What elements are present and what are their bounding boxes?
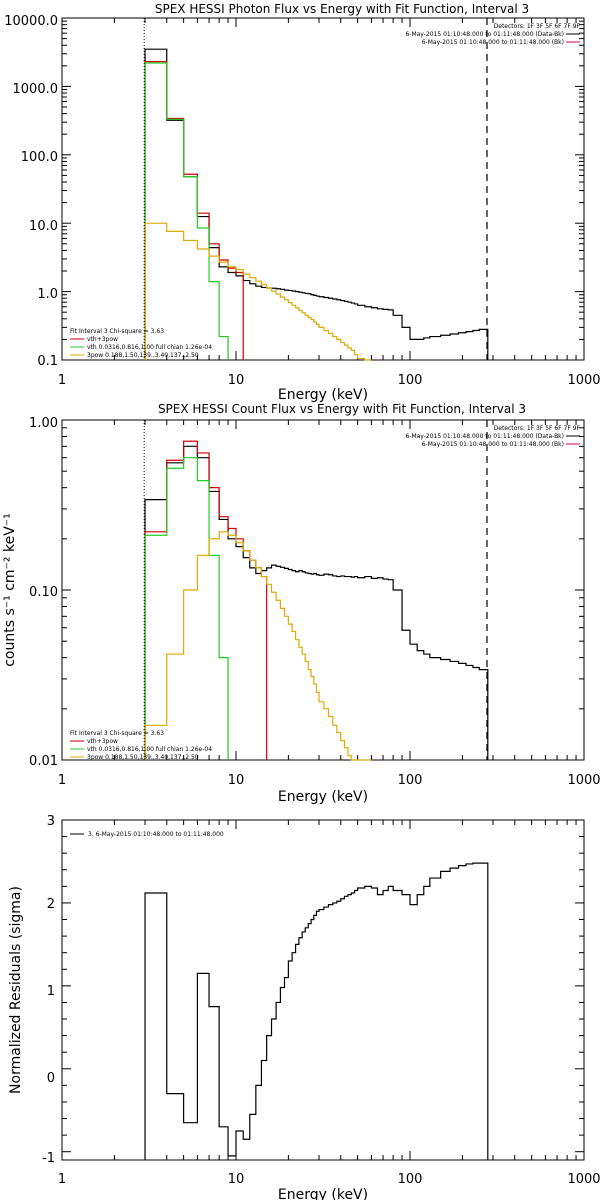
series-vth-line	[144, 457, 229, 760]
photon-fit-legend-entry: 3pow 0.188,1.50,139.,3.40,137.,2.50	[87, 352, 199, 359]
residuals-ytick-label: -1	[42, 1151, 55, 1166]
series-3pow-line	[144, 531, 372, 761]
residuals-ytick-label: 3	[47, 814, 55, 829]
photon-ytick-label: 0.1	[37, 354, 58, 369]
photon-series-group	[144, 48, 489, 361]
photon-plot-frame	[61, 17, 585, 361]
photon-legend-top-right: Detectors: 1F 3F 5F 6F 7F 9F 6-May-2015 …	[405, 23, 580, 46]
count-axis-ticks	[61, 419, 585, 761]
series-vth-line	[144, 62, 229, 360]
residuals-xtick-label: 10	[228, 1172, 245, 1187]
count-x-axis-label: Energy (keV)	[278, 789, 368, 805]
count-legend-entry: 6-May-2015 01:10:48.000 to 01:11:48.000 …	[405, 433, 564, 440]
count-legend-entry: 6-May-2015 01:10:48.000 to 01:11:48.000 …	[422, 441, 564, 448]
photon-legend-header: Detectors: 1F 3F 5F 6F 7F 9F	[494, 23, 581, 30]
count-fit-legend-entry: 3pow 0.188,1.50,139.,3.40,137.,2.50	[87, 754, 199, 761]
photon-xtick-label: 1000	[567, 373, 600, 388]
photon-x-axis-label: Energy (keV)	[278, 387, 368, 403]
count-xtick-label: 1000	[567, 773, 600, 788]
count-xtick-label: 100	[398, 773, 423, 788]
count-flux-panel: SPEX HESSI Count Flux vs Energy with Fit…	[2, 402, 600, 805]
count-fit-legend-entry: vth 0.0316,0.816,1.00 full chian 1.26e-0…	[87, 746, 212, 753]
count-xtick-label: 10	[228, 773, 245, 788]
photon-ytick-label: 10.0	[29, 219, 58, 234]
series-3pow-line	[144, 222, 372, 361]
residuals-panel: 3 2 1 0 -1 1 10 100 1000 Energy (keV) No…	[8, 814, 600, 1200]
count-ytick-label: 1.00	[29, 416, 58, 431]
count-fit-legend-entry: vth+3pow	[87, 738, 118, 745]
photon-fit-legend-header: Fit Interval 3 Chi-square = 3.63	[70, 328, 164, 335]
count-fit-legend-header: Fit Interval 3 Chi-square = 3.63	[70, 730, 164, 737]
residuals-ytick-label: 1	[47, 984, 55, 999]
photon-ytick-label: 100.0	[21, 150, 58, 165]
count-legend-header: Detectors: 1F 3F 5F 6F 7F 9F	[494, 425, 581, 432]
residuals-xtick-label: 1	[58, 1172, 66, 1187]
series-data-bk-line	[144, 445, 489, 760]
count-series-group	[144, 440, 489, 761]
count-y-axis-label: counts s⁻¹ cm⁻² keV⁻¹	[2, 513, 18, 667]
count-chart-title: SPEX HESSI Count Flux vs Energy with Fit…	[158, 402, 526, 416]
residuals-xtick-label: 100	[398, 1172, 423, 1187]
series-data-bk-line	[144, 48, 489, 360]
photon-legend-entry: 6-May-2015 01:10:48.000 to 01:11:48.000 …	[405, 31, 564, 38]
photon-fit-legend-entry: vth+3pow	[87, 336, 118, 343]
count-ytick-label: 0.10	[29, 585, 58, 600]
series-3--line	[144, 862, 489, 1160]
photon-legend-entry: 6-May-2015 01:10:48.000 to 01:11:48.000 …	[422, 39, 564, 46]
residuals-x-axis-label: Energy (keV)	[278, 1187, 368, 1200]
photon-ytick-label: 1000.0	[13, 82, 59, 97]
photon-xtick-label: 100	[398, 373, 423, 388]
residuals-plot-frame	[61, 819, 585, 1161]
photon-legend-bottom-left: Fit Interval 3 Chi-square = 3.63 vth+3po…	[70, 328, 212, 359]
count-xtick-label: 1	[58, 773, 66, 788]
photon-xtick-label: 1	[58, 373, 66, 388]
photon-xtick-label: 10	[228, 373, 245, 388]
residuals-series-group	[144, 862, 489, 1160]
photon-ytick-label: 10000.0	[4, 14, 58, 29]
residuals-y-axis-label: Normalized Residuals (sigma)	[8, 886, 24, 1094]
photon-chart-title: SPEX HESSI Photon Flux vs Energy with Fi…	[155, 2, 529, 16]
residuals-ytick-label: 2	[47, 897, 55, 912]
residuals-ytick-label: 0	[47, 1071, 55, 1086]
photon-flux-panel: SPEX HESSI Photon Flux vs Energy with Fi…	[4, 2, 600, 403]
residuals-legend: 3. 6-May-2015 01:10:48.000 to 01:11:48.0…	[70, 831, 224, 838]
count-legend-top-right: Detectors: 1F 3F 5F 6F 7F 9F 6-May-2015 …	[405, 425, 580, 448]
photon-fit-legend-entry: vth 0.0316,0.816,1.00 full chian 1.26e-0…	[87, 344, 212, 351]
residuals-xtick-label: 1000	[567, 1172, 600, 1187]
photon-ytick-label: 1.0	[37, 287, 58, 302]
count-legend-bottom-left: Fit Interval 3 Chi-square = 3.63 vth+3po…	[70, 730, 212, 761]
count-ytick-label: 0.01	[29, 754, 58, 769]
residuals-legend-entry: 3. 6-May-2015 01:10:48.000 to 01:11:48.0…	[88, 831, 224, 838]
photon-axis-ticks	[61, 17, 585, 361]
residuals-axis-ticks	[61, 819, 585, 1160]
